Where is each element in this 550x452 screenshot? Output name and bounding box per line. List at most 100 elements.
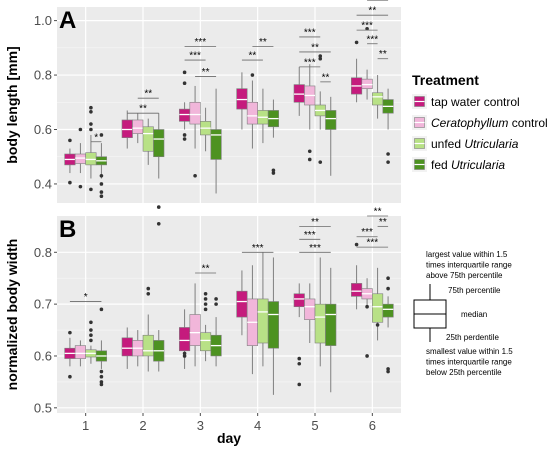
y-tick-label: 0.8 [34, 68, 52, 83]
box [85, 152, 97, 166]
box [236, 88, 248, 110]
significance-label: ** [311, 217, 319, 228]
significance-label: *** [189, 51, 201, 62]
outlier-point [307, 157, 312, 162]
box [372, 293, 384, 323]
significance-label: ** [311, 42, 319, 53]
outlier-point [318, 56, 323, 61]
box [189, 101, 201, 125]
outlier-point [203, 297, 208, 301]
box [314, 303, 326, 344]
plot-background [57, 216, 401, 413]
outlier-point [68, 330, 72, 335]
box [74, 345, 86, 359]
key-bottom-text: smallest value within 1.5 [426, 347, 513, 356]
legend-label-part: Utricularia [464, 137, 518, 151]
outlier-point [271, 168, 276, 173]
significance-label: *** [372, 0, 384, 2]
legend-label-part: tap water control [431, 95, 520, 109]
significance-label: *** [304, 27, 316, 38]
box [257, 298, 269, 344]
outlier-point [297, 382, 302, 387]
outlier-point [354, 40, 359, 45]
box [179, 108, 191, 122]
key-q3-label: 75th percentile [448, 286, 501, 295]
significance-label: ** [202, 67, 210, 78]
outlier-point [214, 297, 218, 301]
box [293, 84, 305, 103]
outlier-point [318, 160, 323, 164]
box [325, 110, 337, 130]
box [74, 153, 86, 164]
y-tick-label: 0.6 [34, 348, 52, 363]
outlier-point [99, 374, 104, 379]
outlier-point [386, 160, 390, 164]
outlier-point [89, 320, 93, 325]
outlier-point [182, 351, 187, 356]
box [246, 101, 258, 125]
outlier-point [386, 152, 390, 156]
box [142, 126, 154, 152]
outlier-point [68, 138, 72, 143]
legend-label-part: Ceratophyllum [431, 116, 508, 130]
outlier-point [297, 356, 302, 361]
outlier-point [99, 194, 104, 198]
outlier-point [354, 242, 359, 247]
box [361, 78, 373, 89]
outlier-point [386, 369, 390, 374]
box [142, 334, 154, 357]
x-tick-label: 3 [197, 418, 204, 433]
outlier-point [89, 105, 93, 110]
legend-label: Ceratophyllum control [431, 116, 548, 130]
legend-title: Treatment [412, 72, 479, 88]
key-top-text: times interquartile range [426, 261, 512, 270]
outlier-point [68, 374, 72, 379]
box [121, 337, 133, 357]
box [189, 314, 201, 346]
outlier-point [146, 286, 151, 291]
outlier-point [365, 354, 369, 358]
x-tick-label: 2 [139, 418, 146, 433]
y-axis-label: normalized body width [4, 239, 20, 391]
legend-label-part: unfed [431, 137, 464, 151]
key-top-text: largest value within 1.5 [426, 250, 508, 259]
boxplot-key: largest value within 1.5 times interquart… [413, 250, 513, 377]
outlier-point [365, 304, 369, 309]
significance-label: * [94, 132, 98, 143]
outlier-point [203, 302, 208, 306]
significance-label: *** [194, 37, 206, 48]
outlier-point [365, 26, 369, 31]
x-tick-label: 6 [369, 418, 376, 433]
panel-tag: B [59, 216, 76, 243]
significance-label: *** [252, 243, 264, 254]
significance-label: * [84, 292, 88, 303]
outlier-point [182, 133, 187, 137]
outlier-point [182, 137, 187, 141]
significance-label: ** [379, 217, 387, 228]
significance-label: *** [366, 34, 378, 45]
key-q1-label: 25th perdentile [446, 333, 499, 342]
outlier-point [386, 276, 390, 281]
significance-label: *** [309, 243, 321, 254]
x-tick-label: 1 [82, 418, 89, 433]
outlier-point [182, 81, 187, 86]
outlier-point [386, 367, 390, 371]
significance-label: *** [366, 238, 378, 249]
outlier-point [89, 110, 93, 114]
significance-label: ** [139, 104, 147, 115]
outlier-point [271, 171, 276, 175]
outlier-point [68, 180, 72, 185]
x-tick-label: 5 [311, 418, 318, 433]
significance-label: ** [202, 264, 210, 275]
legend-label: fed Utricularia [431, 158, 505, 172]
outlier-point [99, 369, 104, 374]
outlier-point [78, 127, 83, 132]
outlier-point [375, 323, 380, 327]
y-tick-label: 0.5 [34, 400, 52, 415]
legend-label: unfed Utricularia [431, 137, 519, 151]
legend: Treatment tap water control Ceratophyllum … [412, 72, 548, 172]
outlier-point [307, 149, 312, 154]
box [132, 119, 144, 134]
significance-label: ** [259, 37, 267, 48]
box [382, 303, 394, 318]
